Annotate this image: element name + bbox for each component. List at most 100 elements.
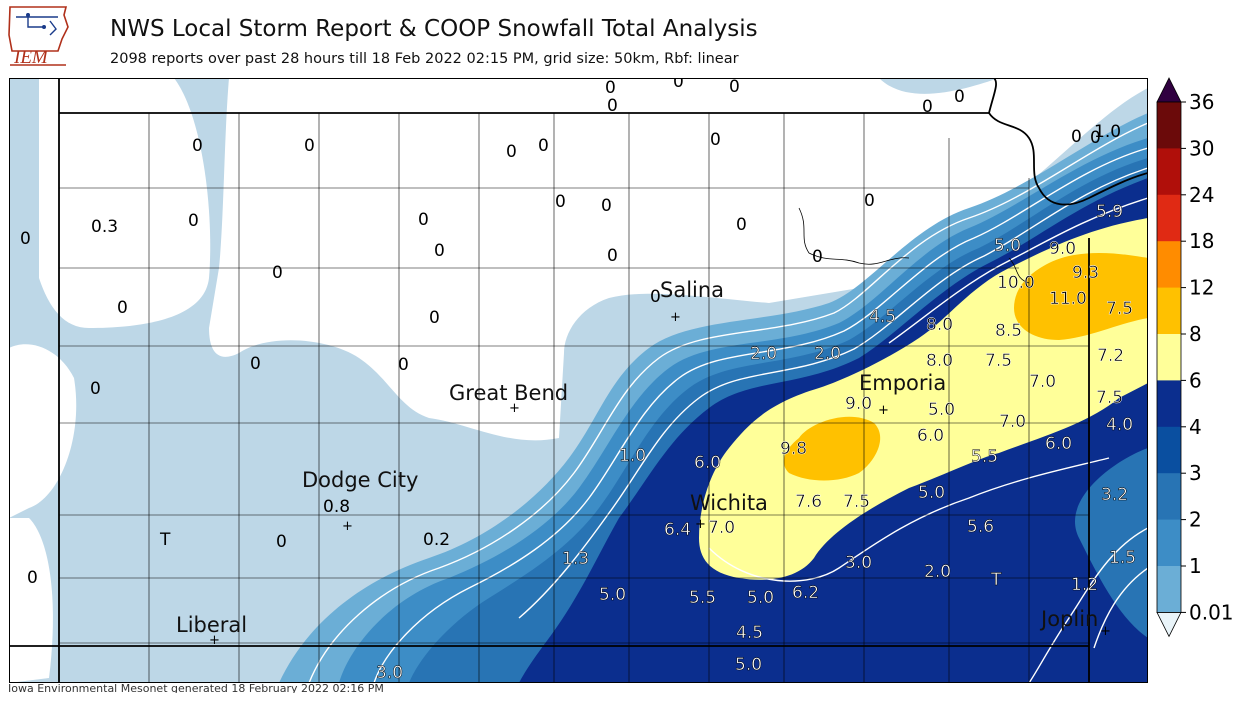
report-value: 1.5 [1109,548,1136,568]
report-value: 0.2 [423,530,450,550]
report-value: 7.0 [708,518,735,538]
river-lines [798,207,1030,284]
colorbar-segment [1157,102,1181,149]
city-liberal: Liberal [176,613,247,637]
report-value: 6.4 [664,520,691,540]
report-value: 0 [27,568,38,588]
report-value: 8.0 [926,315,953,335]
no-snow-south-region [9,518,53,683]
page-title: NWS Local Storm Report & COOP Snowfall T… [110,16,758,42]
colorbar-segments [1156,77,1182,638]
emporia-marker: + [878,403,889,418]
colorbar-tick-label: 6 [1189,368,1202,392]
map-frame [9,78,1148,683]
report-value: 5.0 [994,236,1021,256]
report-value: 7.6 [795,492,822,512]
report-value: 7.5 [843,492,870,512]
report-value: 0 [250,354,261,374]
report-value: 0 [192,136,203,156]
report-value: 0 [650,287,661,307]
colorbar-segment [1157,334,1181,381]
colorbar-tick-label: 0.01 [1189,600,1233,624]
page-subtitle: 2098 reports over past 28 hours till 18 … [110,51,739,67]
report-value: 0 [954,87,965,107]
report-value: 0 [506,142,517,162]
wichita-marker: + [695,517,706,532]
report-value: 4.0 [1106,415,1133,435]
report-value: 0 [538,136,549,156]
report-value: 10.0 [997,273,1035,293]
report-value: 0 [272,263,283,283]
report-value: 2.0 [924,562,951,582]
report-value: 5.0 [735,655,762,675]
report-value: 0 [864,191,875,211]
colorbar-segment [1157,194,1181,242]
iowa-outline-icon [8,6,69,52]
report-value: 0 [20,229,31,249]
report-value: T [990,570,1002,590]
report-value: 0 [607,246,618,266]
joplin-marker: + [1100,624,1111,639]
report-value: 3.0 [845,553,872,573]
contour-lines [308,122,1148,683]
colorbar-tick-label: 30 [1189,136,1214,160]
colorbar-extend-bottom [1156,612,1182,638]
liberal-marker: + [209,633,220,648]
report-value: 0 [117,298,128,318]
salina-marker: + [670,310,681,325]
colorbar-segment [1157,426,1181,474]
report-value: 5.0 [747,588,774,608]
contour-8-12-central [783,416,881,481]
report-value: 0 [922,97,933,117]
colorbar-segment [1157,566,1181,613]
colorbar-segment [1157,519,1181,567]
colorbar-tick-label: 4 [1189,415,1202,439]
no-snow-central-region [209,78,1148,441]
report-value: 6.0 [694,453,721,473]
report-value: 7.0 [999,412,1026,432]
colorbar-tick-label: 1 [1189,554,1202,578]
report-values-light: 9.0 9.3 10.0 11.0 7.5 8.0 8.5 8.0 7.5 7.… [708,239,1134,539]
report-value: 5.0 [928,400,955,420]
report-value: 9.0 [845,394,872,414]
report-value: 9.3 [1072,263,1099,283]
snowfall-map: + + + + + + + Salina Great Bend Dodge Ci… [9,78,1148,683]
report-value: 9.0 [1049,239,1076,259]
logo-text: IEM [13,47,49,67]
report-value: 0.3 [91,217,118,237]
no-snow-west-region [39,78,211,328]
report-value: 0 [601,196,612,216]
report-value: 5.0 [599,585,626,605]
colorbar-extend-top [1156,77,1182,103]
dodge-city-marker: + [342,519,353,534]
report-value: 7.5 [1096,388,1123,408]
city-dodge-city: Dodge City [302,468,418,492]
report-value: 11.0 [1049,289,1087,309]
report-value: 0 [398,355,409,375]
colorbar-tick-label: 3 [1189,461,1202,485]
contour-8-12-northeast [1014,253,1148,340]
iem-logo: IEM [8,6,69,67]
report-value: 3.0 [376,663,403,683]
report-value: 5.6 [967,517,994,537]
report-value: 1.3 [562,549,589,569]
report-value: 0 [188,211,199,231]
report-value: 8.5 [995,321,1022,341]
great-bend-marker: + [509,401,520,416]
report-value: 0 [429,308,440,328]
report-value: 0.8 [323,497,350,517]
report-value: 6.0 [917,426,944,446]
state-boundaries [9,78,1148,683]
report-value: 4.5 [869,307,896,327]
report-value: 5.5 [689,588,716,608]
report-value: 2.0 [750,344,777,364]
report-value: 0 [605,78,616,98]
report-value: 0 [1090,128,1101,148]
report-value: 7.5 [1106,299,1133,319]
report-value: 5.5 [971,447,998,467]
report-value: 6.2 [792,583,819,603]
report-value: 0 [304,136,315,156]
city-salina: Salina [660,278,724,302]
report-value: 1.0 [1094,122,1121,142]
report-value: 0 [812,247,823,267]
